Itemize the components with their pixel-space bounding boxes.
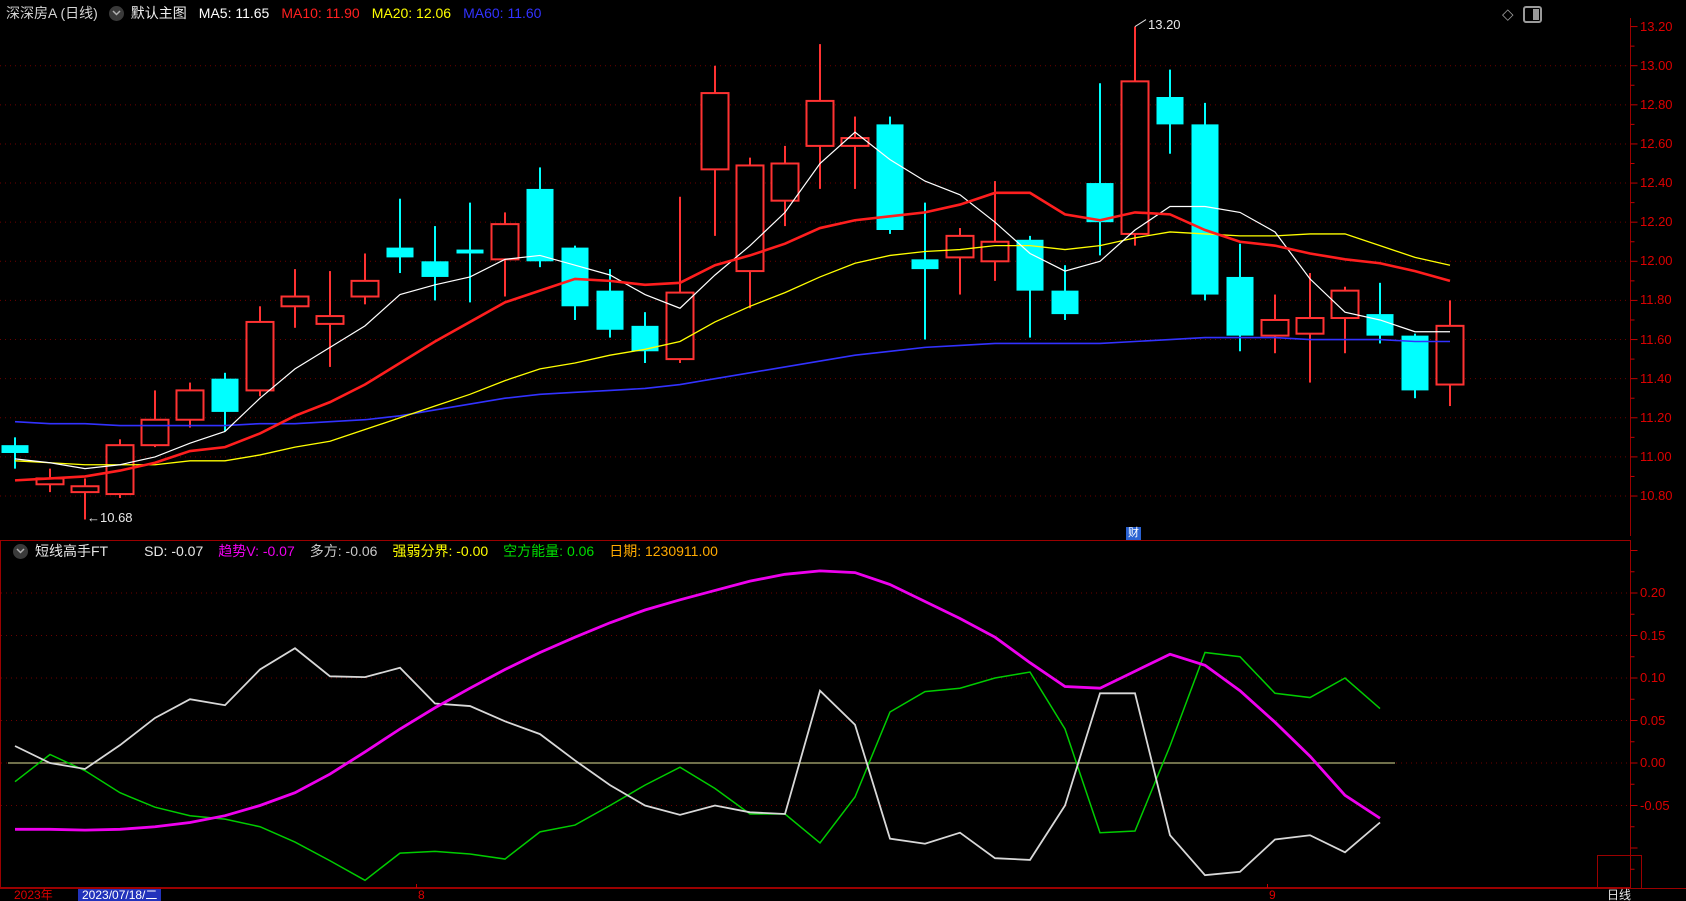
indicator-divide-value: 强弱分界: -0.00 (392, 543, 489, 559)
candle-body-down (1401, 335, 1429, 391)
indicator-axis-label: 0.00 (1640, 755, 1666, 770)
candle-body-down (1, 445, 29, 453)
candle-body-up (770, 162, 800, 202)
month-marker: 9 (1269, 888, 1276, 901)
price-axis-label: 12.20 (1640, 214, 1673, 230)
candle-body-down (1226, 276, 1254, 336)
indicator-axis-label: 0.20 (1640, 585, 1666, 600)
ma60-value: MA60: 11.60 (463, 5, 542, 21)
period-cell-border (1597, 855, 1642, 889)
price-axis-label: 11.00 (1640, 448, 1672, 464)
diamond-icon[interactable]: ◇ (1502, 6, 1514, 23)
bear-energy-line (14, 651, 1381, 882)
indicator-date-value: 日期: 1230911.00 (609, 543, 718, 559)
price-axis-label: 12.60 (1640, 135, 1673, 151)
month-marker: 8 (418, 888, 425, 901)
candle-body-down (1191, 124, 1219, 295)
candle-body-down (526, 188, 554, 262)
trend-line (15, 569, 1381, 832)
price-axis-label: 11.60 (1640, 331, 1672, 347)
low-price-annotation: ←10.68 (87, 510, 133, 526)
indicator-axis-label: 0.05 (1640, 712, 1666, 728)
candle-body-up (280, 295, 310, 308)
candle-body-down (596, 290, 624, 330)
price-axis-label: 11.20 (1640, 409, 1672, 425)
candle-body-up (140, 418, 170, 447)
price-axis-label: 13.00 (1640, 57, 1673, 73)
indicator-panel-border (0, 540, 1631, 888)
indicator-sd-value: SD: -0.07 (144, 543, 204, 559)
candle-body-down (1366, 314, 1394, 336)
layout-selector[interactable]: 默认主图 (130, 5, 187, 21)
candle-body-down (456, 249, 484, 254)
candle-body-down (876, 124, 904, 231)
ma5-value: MA5: 11.65 (198, 5, 270, 21)
candle-body-up (315, 315, 345, 325)
chevron-down-icon[interactable] (108, 5, 124, 21)
candle-body-down (1086, 183, 1114, 223)
price-axis-label: 12.00 (1640, 253, 1673, 269)
candle-body-up (980, 240, 1010, 263)
candle-body-up (945, 234, 975, 259)
price-axis-label: 11.40 (1640, 370, 1672, 386)
annotation-pointer (1134, 19, 1147, 28)
indicator-axis-label: 0.15 (1640, 627, 1666, 643)
chevron-down-icon[interactable] (13, 543, 28, 559)
main-chart-header: 深深房A (日线) 默认主图 MA5: 11.65 MA10: 11.90 MA… (6, 0, 553, 26)
candle-body-down (1016, 239, 1044, 291)
split-panel-icon[interactable] (1522, 6, 1542, 23)
indicator-bear-value: 空方能量: 0.06 (503, 543, 595, 559)
candle-body-up (1120, 80, 1150, 235)
price-axis-label: 12.40 (1640, 175, 1673, 191)
candle-body-down (561, 247, 589, 307)
date-cell[interactable]: 2023/07/18/二 (78, 889, 162, 901)
candle-body-down (1156, 96, 1184, 125)
candle-body-down (421, 261, 449, 277)
window-toolbar: ◇ (1502, 6, 1542, 23)
candle-body-up (700, 92, 730, 171)
ma10-line (14, 191, 1451, 482)
indicator-trend-value: 趋势V: -0.07 (218, 543, 295, 559)
candle-body-down (386, 247, 414, 258)
price-axis-label: 11.80 (1640, 292, 1672, 308)
price-axis-label: 12.80 (1640, 96, 1673, 112)
symbol-title: 深深房A (日线) (6, 5, 98, 21)
price-axis-label: 13.20 (1640, 18, 1673, 34)
candle-body-up (665, 291, 695, 361)
candle-body-up (175, 389, 205, 421)
ma60-line (14, 336, 1450, 427)
ma20-value: MA20: 12.06 (371, 5, 452, 21)
indicator-axis-label: 0.10 (1640, 670, 1666, 685)
ma10-value: MA10: 11.90 (281, 5, 360, 21)
sd-line (14, 647, 1381, 877)
finance-info-badge[interactable]: 财 (1126, 527, 1141, 540)
candle-body-down (211, 378, 239, 412)
timeline-bar: 2023年 2023/07/18/二 8 9 日线 (0, 889, 1686, 901)
candle-body-up (840, 137, 870, 147)
candle-body-down (911, 259, 939, 270)
indicator-name[interactable]: 短线高手FT (35, 543, 109, 559)
candle-body-up (490, 223, 520, 261)
high-price-annotation: 13.20 (1148, 16, 1181, 32)
candle-body-down (1051, 290, 1079, 315)
candle-body-up (245, 320, 275, 392)
period-selector[interactable]: 日线 (1606, 888, 1631, 901)
candle-body-up (350, 279, 380, 298)
year-label: 2023年 (14, 888, 53, 901)
indicator-bull-value: 多方: -0.06 (309, 543, 378, 559)
ma20-line (14, 231, 1451, 466)
candle-body-up (1435, 324, 1465, 386)
candle-body-up (70, 485, 100, 494)
candle-body-up (1260, 318, 1290, 337)
candle-body-up (805, 99, 835, 147)
price-axis-label: 10.80 (1640, 488, 1673, 504)
candle-body-up (1295, 317, 1325, 335)
indicator-header: 短线高手FT SD: -0.07 趋势V: -0.07 多方: -0.06 强弱… (6, 542, 733, 560)
indicator-axis-label: -0.05 (1640, 797, 1670, 813)
